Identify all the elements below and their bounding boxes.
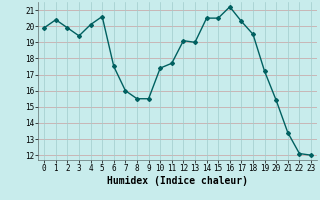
X-axis label: Humidex (Indice chaleur): Humidex (Indice chaleur) [107,176,248,186]
